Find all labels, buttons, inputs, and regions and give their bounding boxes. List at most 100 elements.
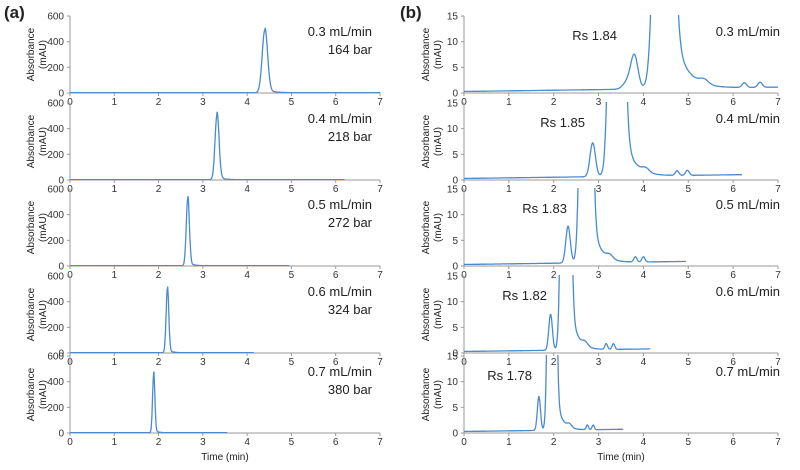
y-axis-label-line2: (mAU) — [38, 213, 49, 242]
x-tick-label: 5 — [686, 437, 692, 448]
y-axis-label-line2: (mAU) — [433, 300, 444, 329]
x-tick-label: 4 — [244, 357, 250, 368]
x-tick-label: 0 — [461, 97, 467, 108]
y-tick-label: 200 — [47, 63, 64, 74]
flow-rate-label: 0.3 mL/min — [716, 24, 780, 39]
x-tick-label: 5 — [289, 437, 295, 448]
y-axis-label-line2: (mAU) — [38, 127, 49, 156]
y-tick-label: 15 — [447, 352, 459, 363]
y-tick-label: 0 — [58, 429, 64, 440]
y-axis-label-line1: Absorbance — [421, 287, 432, 341]
x-tick-label: 6 — [333, 270, 339, 281]
x-tick-label: 7 — [377, 357, 383, 368]
x-tick-label: 1 — [112, 184, 118, 195]
pressure-label: 218 bar — [328, 129, 373, 144]
y-axis-label: Absorbance (mAU) — [421, 114, 444, 168]
series-line — [464, 15, 778, 93]
x-tick-label: 5 — [289, 97, 295, 108]
x-tick-label: 6 — [333, 97, 339, 108]
y-tick-label: 200 — [47, 323, 64, 334]
y-tick-label: 600 — [47, 272, 64, 283]
y-tick-label: 0 — [452, 176, 458, 187]
y-tick-label: 0 — [58, 89, 64, 100]
y-tick-label: 200 — [47, 150, 64, 161]
y-axis-label-line1: Absorbance — [26, 27, 37, 81]
x-tick-label: 4 — [244, 184, 250, 195]
x-tick-label: 3 — [200, 184, 206, 195]
x-tick-label: 1 — [506, 270, 512, 281]
y-tick-label: 200 — [47, 236, 64, 247]
x-tick-label: 3 — [200, 270, 206, 281]
x-tick-label: 5 — [686, 270, 692, 281]
y-axis-label-line1: Absorbance — [26, 367, 37, 421]
y-tick-label: 5 — [452, 63, 458, 74]
panel-b-label: (b) — [400, 3, 422, 22]
y-tick-label: 5 — [452, 236, 458, 247]
y-axis-label-line1: Absorbance — [421, 114, 432, 168]
y-tick-label: 0 — [452, 89, 458, 100]
x-tick-label: 7 — [775, 437, 781, 448]
panel-a-label: (a) — [4, 3, 25, 22]
flow-rate-label: 0.4 mL/min — [308, 111, 372, 126]
y-axis-label-line1: Absorbance — [421, 367, 432, 421]
resolution-label: Rs 1.78 — [487, 368, 532, 383]
y-tick-label: 600 — [47, 12, 64, 23]
x-tick-label: 6 — [730, 437, 736, 448]
y-tick-label: 600 — [47, 352, 64, 363]
x-tick-label: 6 — [333, 357, 339, 368]
x-tick-label: 7 — [775, 270, 781, 281]
x-tick-label: 7 — [775, 184, 781, 195]
y-axis-label-line1: Absorbance — [26, 200, 37, 254]
x-tick-label: 6 — [333, 184, 339, 195]
flow-rate-label: 0.7 mL/min — [308, 364, 372, 379]
x-tick-label: 5 — [289, 357, 295, 368]
pressure-label: 380 bar — [328, 382, 373, 397]
resolution-label: Rs 1.82 — [502, 288, 547, 303]
x-tick-label: 4 — [641, 97, 647, 108]
x-tick-label: 2 — [551, 97, 557, 108]
y-tick-label: 400 — [47, 297, 64, 308]
y-tick-label: 15 — [447, 185, 459, 196]
flow-rate-label: 0.5 mL/min — [308, 197, 372, 212]
y-axis-label-line2: (mAU) — [38, 40, 49, 69]
resolution-label: Rs 1.83 — [522, 201, 567, 216]
y-axis-label-line1: Absorbance — [26, 114, 37, 168]
y-tick-label: 0 — [452, 429, 458, 440]
y-axis-label-line2: (mAU) — [433, 380, 444, 409]
x-tick-label: 4 — [641, 357, 647, 368]
y-axis-label-line2: (mAU) — [38, 300, 49, 329]
y-axis-label-line2: (mAU) — [433, 40, 444, 69]
x-tick-label: 1 — [112, 357, 118, 368]
series-line — [70, 195, 290, 266]
series-line — [70, 111, 345, 180]
x-tick-label: 0 — [67, 97, 73, 108]
x-tick-label: 3 — [596, 97, 602, 108]
y-tick-label: 400 — [47, 210, 64, 221]
y-tick-label: 10 — [447, 377, 459, 388]
series-line — [464, 355, 624, 433]
x-tick-label: 0 — [67, 270, 73, 281]
x-tick-label: 3 — [596, 184, 602, 195]
y-tick-label: 0 — [452, 262, 458, 273]
x-tick-label: 1 — [506, 184, 512, 195]
y-axis-label: Absorbance (mAU) — [421, 200, 444, 254]
flow-rate-label: 0.4 mL/min — [716, 111, 780, 126]
x-tick-label: 2 — [551, 357, 557, 368]
x-tick-label: 7 — [377, 184, 383, 195]
x-tick-label: 2 — [551, 270, 557, 281]
y-tick-label: 600 — [47, 185, 64, 196]
y-axis-label-line2: (mAU) — [433, 213, 444, 242]
flow-rate-label: 0.3 mL/min — [308, 24, 372, 39]
x-tick-label: 7 — [377, 437, 383, 448]
x-tick-label: 2 — [551, 184, 557, 195]
x-tick-label: 1 — [506, 357, 512, 368]
x-tick-label: 3 — [200, 437, 206, 448]
y-axis-label: Absorbance (mAU) — [421, 287, 444, 341]
x-tick-label: 2 — [551, 437, 557, 448]
